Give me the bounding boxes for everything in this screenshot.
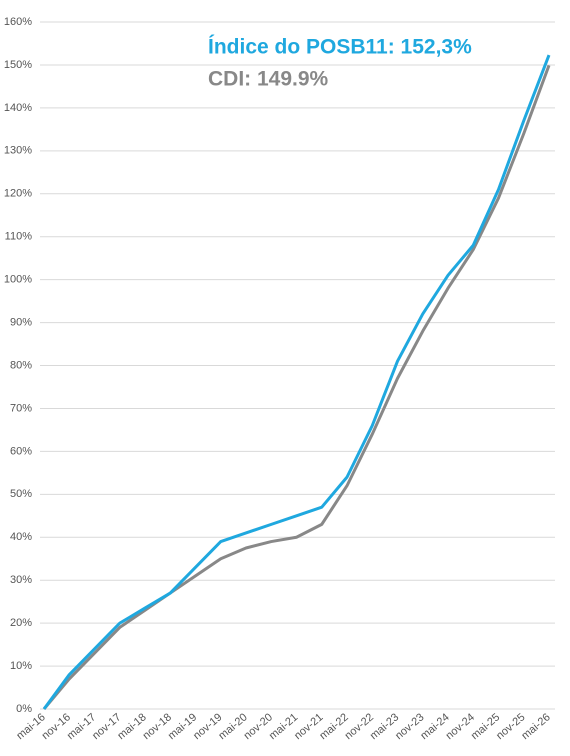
y-tick-label: 50% — [10, 488, 32, 500]
y-tick-label: 20% — [10, 617, 32, 629]
y-tick-label: 150% — [4, 59, 32, 71]
y-tick-label: 140% — [4, 102, 32, 114]
y-tick-label: 10% — [10, 660, 32, 672]
series-line — [42, 54, 551, 710]
y-tick-label: 90% — [10, 316, 32, 328]
x-tick-label: mai-26 — [519, 711, 552, 742]
y-tick-label: 40% — [10, 531, 32, 543]
y-tick-label: 110% — [5, 231, 33, 243]
y-tick-label: 120% — [4, 188, 32, 200]
y-tick-label: 160% — [4, 16, 32, 28]
series-line — [42, 64, 551, 710]
y-tick-label: 80% — [10, 359, 32, 371]
y-tick-label: 30% — [10, 574, 32, 586]
y-tick-label: 0% — [16, 703, 32, 715]
legend-label: Índice do POSB11: 152,3% — [208, 36, 472, 59]
y-tick-label: 130% — [4, 145, 32, 157]
y-tick-label: 60% — [10, 445, 32, 457]
y-tick-label: 100% — [4, 274, 32, 286]
legend-label: CDI: 149.9% — [208, 68, 329, 91]
y-tick-label: 70% — [10, 402, 32, 414]
